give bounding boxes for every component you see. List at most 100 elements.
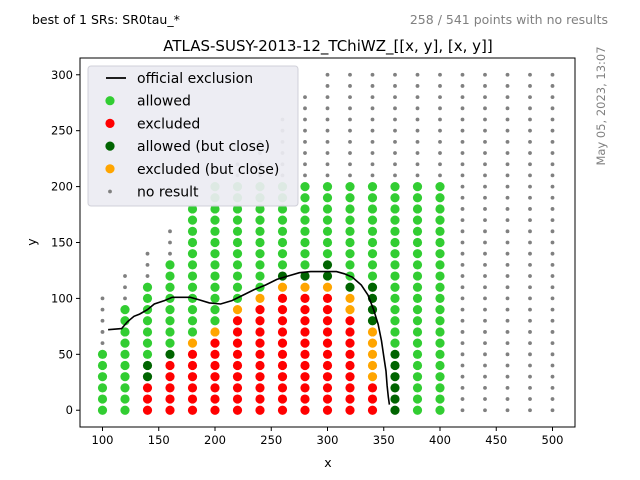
- point-no-result: [505, 229, 510, 234]
- point-no-result: [550, 352, 555, 357]
- point-allowed: [187, 282, 198, 292]
- point-allowed: [435, 226, 445, 236]
- point-allowed: [412, 215, 423, 225]
- point-excluded: [187, 349, 198, 359]
- point-no-result: [348, 95, 352, 100]
- point-excluded: [277, 338, 288, 348]
- point-no-result: [438, 106, 442, 111]
- point-no-result: [460, 296, 465, 301]
- point-no-result: [550, 385, 555, 390]
- point-allowed: [232, 249, 243, 259]
- point-no-result: [460, 207, 465, 211]
- point-excluded: [322, 405, 333, 415]
- point-allowed: [97, 349, 108, 359]
- point-no-result: [483, 195, 487, 200]
- legend: official exclusion allowed excluded allowed…: [87, 65, 299, 207]
- point-no-result: [460, 330, 465, 334]
- point-allowed: [435, 260, 445, 270]
- point-no-result: [505, 251, 510, 256]
- point-allowed: [210, 293, 220, 304]
- point-allowed: [187, 316, 198, 326]
- point-allowed: [412, 405, 423, 415]
- point-allowed: [412, 372, 423, 382]
- point-excluded: [232, 383, 243, 393]
- point-allowed: [435, 304, 445, 315]
- point-no-result: [303, 106, 307, 111]
- point-excluded: [300, 327, 310, 337]
- point-no-result: [483, 408, 487, 413]
- point-excluded: [300, 304, 310, 315]
- point-excluded: [300, 316, 310, 326]
- point-allowed: [210, 282, 220, 292]
- legend-label: excluded (but close): [137, 162, 279, 178]
- point-allowed: [390, 271, 400, 281]
- legend-dot-marker: [105, 96, 115, 106]
- point-no-result: [483, 162, 487, 167]
- point-no-result: [528, 397, 532, 401]
- point-allowed: [187, 204, 198, 214]
- point-no-result: [505, 318, 510, 323]
- point-allowed: [165, 304, 175, 315]
- point-excluded: [345, 338, 355, 348]
- point-no-result: [483, 363, 487, 368]
- point-no-result: [505, 274, 510, 278]
- point-allowed: [345, 193, 355, 203]
- legend-box: [87, 65, 299, 207]
- point-no-result: [348, 139, 352, 144]
- point-allowed: [412, 338, 423, 348]
- point-no-result: [393, 117, 397, 122]
- point-no-result: [550, 106, 555, 111]
- point-no-result: [550, 207, 555, 211]
- point-excluded-close: [367, 327, 378, 337]
- point-no-result: [325, 128, 330, 133]
- point-allowed-close: [390, 383, 400, 393]
- point-no-result: [483, 139, 487, 144]
- legend-item-official: official exclusion: [106, 71, 253, 87]
- point-no-result: [460, 352, 465, 357]
- point-excluded: [255, 394, 265, 404]
- point-no-result: [528, 162, 532, 167]
- point-no-result: [550, 330, 555, 334]
- point-no-result: [483, 173, 487, 178]
- point-excluded: [210, 383, 220, 393]
- point-no-result: [460, 151, 465, 155]
- point-allowed: [277, 215, 288, 225]
- point-excluded: [210, 372, 220, 382]
- point-allowed: [412, 226, 423, 236]
- point-allowed: [300, 215, 310, 225]
- point-no-result: [528, 408, 532, 413]
- point-allowed: [120, 360, 130, 371]
- point-excluded: [232, 316, 243, 326]
- point-excluded: [232, 338, 243, 348]
- point-allowed: [435, 338, 445, 348]
- point-allowed: [412, 271, 423, 281]
- point-no-result: [325, 162, 330, 167]
- point-no-result: [528, 318, 532, 323]
- point-no-result: [460, 318, 465, 323]
- point-allowed: [232, 204, 243, 214]
- point-excluded: [210, 360, 220, 371]
- point-allowed: [232, 226, 243, 236]
- legend-dot-marker: [105, 141, 115, 151]
- point-no-result: [550, 184, 555, 189]
- point-allowed: [97, 394, 108, 404]
- point-no-result: [550, 408, 555, 413]
- point-excluded: [255, 304, 265, 315]
- point-no-result: [550, 307, 555, 312]
- point-no-result: [483, 285, 487, 290]
- point-allowed-close: [367, 282, 378, 292]
- point-no-result: [325, 95, 330, 100]
- point-allowed: [277, 260, 288, 270]
- point-no-result: [528, 262, 532, 267]
- point-excluded: [255, 405, 265, 415]
- point-no-result: [550, 173, 555, 178]
- point-excluded-close: [345, 304, 355, 315]
- point-no-result: [505, 139, 510, 144]
- point-allowed: [390, 193, 400, 203]
- point-excluded: [322, 360, 333, 371]
- point-allowed: [435, 327, 445, 337]
- point-excluded: [255, 383, 265, 393]
- point-allowed: [345, 204, 355, 214]
- point-allowed: [390, 327, 400, 337]
- point-allowed: [97, 405, 108, 415]
